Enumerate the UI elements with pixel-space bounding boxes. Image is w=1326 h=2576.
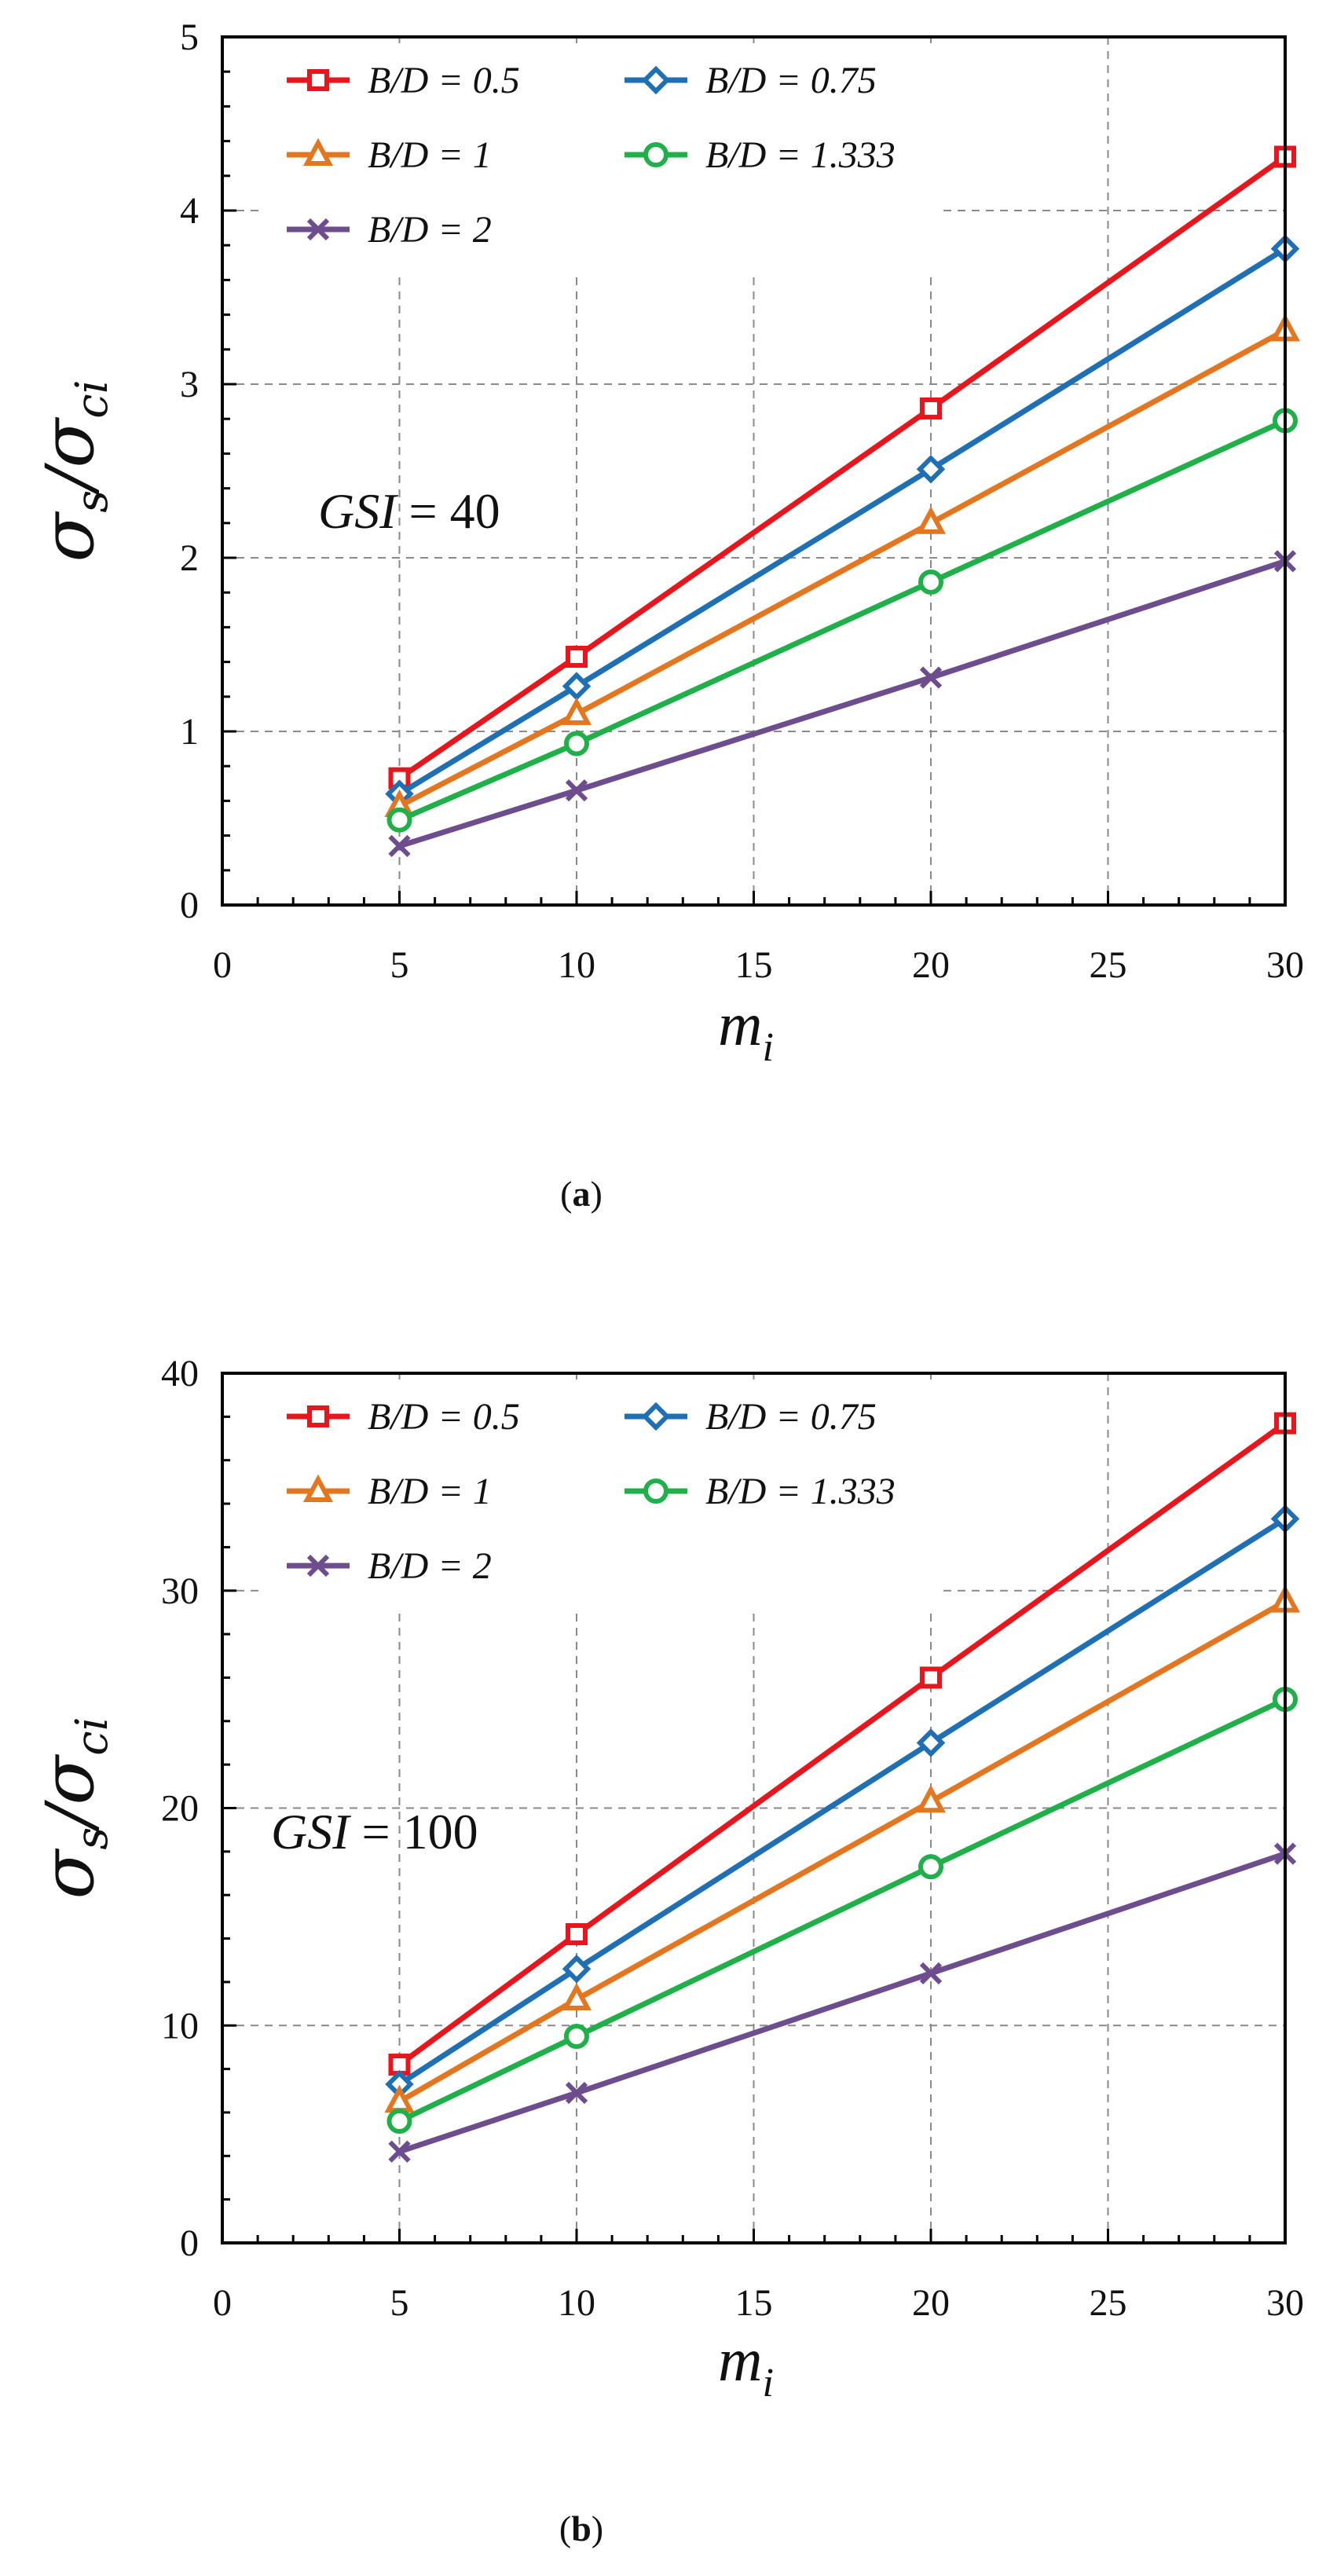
y-axis-label: σs/σci (26, 1717, 118, 1900)
data-point (562, 672, 592, 701)
x-tick-label: 15 (735, 944, 773, 986)
y-tick-label: 1 (180, 711, 199, 753)
x-tick-label: 25 (1090, 944, 1127, 986)
data-point (920, 397, 942, 420)
legend-marker-5 (306, 218, 330, 241)
legend-label-4: B/D = 1.333 (705, 1471, 896, 1512)
y-tick-label: 3 (180, 364, 199, 405)
panel-caption: (b) (559, 2508, 603, 2549)
data-point (919, 666, 943, 689)
data-point (386, 2109, 412, 2134)
chart-panel-a: 0 5 10 15 20 25 30 0 1 2 3 4 5 B/D = 0.5 B/D = 0.75 B/D… (26, 16, 1304, 1214)
x-tick-label: 10 (558, 944, 595, 986)
y-tick-label: 10 (161, 2005, 199, 2047)
legend-marker-2 (641, 1402, 671, 1431)
data-point (384, 2084, 415, 2113)
x-tick-label: 5 (390, 2282, 409, 2324)
y-axis-label: σs/σci (26, 380, 118, 562)
series-line-1 (397, 154, 1288, 781)
data-point (565, 779, 588, 802)
y-tick-label: 4 (180, 190, 199, 232)
data-point (561, 1982, 592, 2011)
x-tick-label: 0 (213, 2282, 232, 2324)
data-point (564, 2024, 589, 2050)
data-point (388, 834, 411, 857)
legend-label-3: B/D = 1 (368, 1471, 492, 1512)
data-point (918, 569, 943, 595)
x-tick-label: 30 (1266, 2282, 1304, 2324)
x-tick-label: 10 (558, 2282, 595, 2324)
y-tick-label: 0 (180, 885, 199, 926)
data-point (915, 1784, 947, 1813)
series-line-1 (397, 1420, 1288, 2067)
gsi-annotation: GSI = 40 (318, 483, 500, 539)
data-point (388, 2140, 411, 2163)
legend-label-1: B/D = 0.5 (368, 1396, 520, 1438)
x-tick-label: 0 (213, 944, 232, 986)
legend-background (259, 43, 943, 271)
y-tick-label: 40 (161, 1353, 199, 1394)
data-point (916, 1728, 946, 1757)
legend-marker-1 (307, 1405, 329, 1427)
data-point (561, 697, 592, 725)
x-tick-label: 30 (1266, 944, 1304, 986)
data-point (564, 731, 589, 757)
data-point (566, 1923, 588, 1946)
data-point (916, 455, 946, 484)
chart-panel-b: 0 5 10 15 20 25 30 0 10 20 30 40 B/D = 0.5 B/D = 0.75… (26, 1353, 1304, 2549)
legend-label-3: B/D = 1 (368, 134, 492, 176)
legend-marker-3 (302, 1474, 334, 1502)
series-line-2 (397, 1516, 1287, 2087)
data-point (565, 2081, 588, 2105)
y-tick-label: 5 (180, 16, 199, 58)
y-tick-label: 30 (161, 1570, 199, 1612)
data-point (918, 1854, 943, 1880)
legend-marker-2 (641, 65, 671, 95)
x-axis-label: mi (718, 990, 774, 1070)
legend-label-2: B/D = 0.75 (705, 1396, 877, 1438)
x-tick-label: 25 (1090, 2282, 1127, 2324)
legend-marker-5 (306, 1554, 330, 1577)
x-tick-label: 20 (912, 944, 950, 986)
legend-label-4: B/D = 1.333 (705, 134, 896, 176)
data-point (562, 1955, 592, 1984)
legend-label-2: B/D = 0.75 (705, 60, 877, 101)
legend-marker-1 (307, 69, 329, 91)
series-line-2 (397, 246, 1287, 797)
x-tick-label: 15 (735, 2282, 773, 2324)
series-line-5 (398, 1851, 1287, 2155)
panel-caption: (a) (560, 1174, 603, 1214)
legend-marker-4 (643, 1479, 668, 1504)
data-point (915, 506, 947, 534)
x-axis-label: mi (718, 2325, 774, 2406)
legend-label-5: B/D = 2 (368, 1545, 492, 1587)
data-point (919, 1962, 943, 1984)
series-line-3 (397, 328, 1287, 809)
series-line-4 (397, 1696, 1287, 2124)
legend-marker-3 (302, 137, 334, 166)
series-line-3 (397, 1599, 1287, 2105)
data-point (386, 807, 412, 833)
legend-background (259, 1380, 943, 1607)
x-tick-label: 20 (912, 2282, 950, 2324)
y-tick-label: 0 (180, 2222, 199, 2264)
gsi-annotation: GSI = 100 (271, 1804, 478, 1860)
data-point (566, 645, 588, 668)
y-tick-label: 20 (161, 1788, 199, 1830)
series-line-4 (398, 418, 1287, 823)
series-line-5 (398, 559, 1287, 849)
legend-label-1: B/D = 0.5 (368, 60, 520, 101)
x-tick-label: 5 (390, 944, 409, 986)
legend-marker-4 (643, 142, 668, 167)
legend-label-5: B/D = 2 (368, 209, 492, 251)
data-point (920, 1666, 942, 1689)
y-tick-label: 2 (180, 537, 199, 579)
